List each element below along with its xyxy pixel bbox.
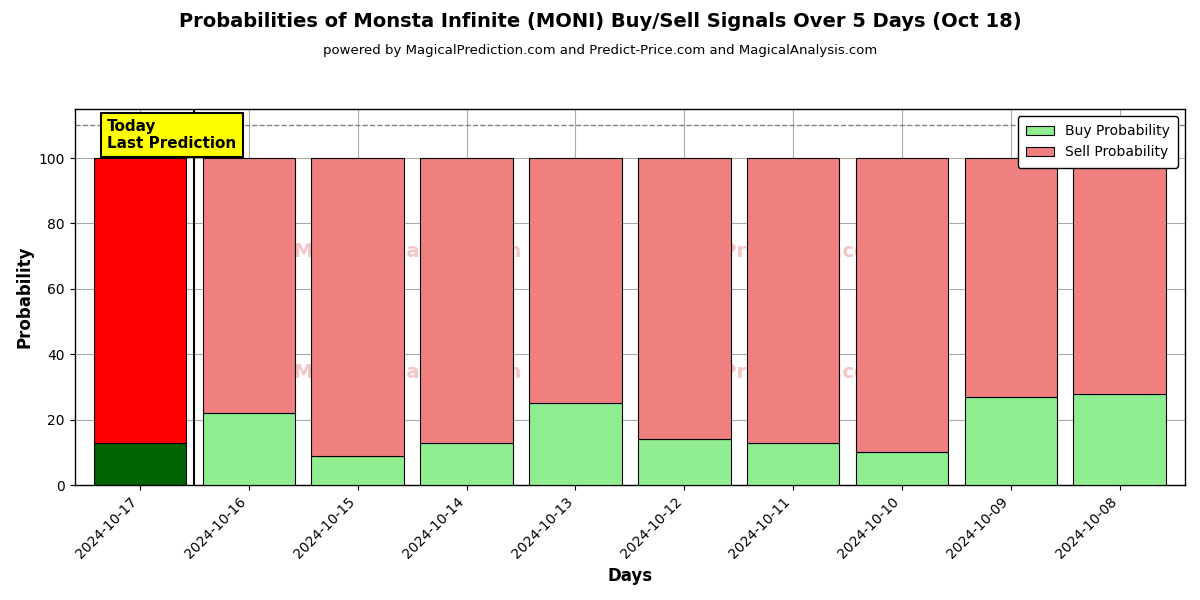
Bar [965,158,1057,397]
Text: MagicalAnalysis.com: MagicalAnalysis.com [294,363,522,382]
Bar [203,413,295,485]
Bar [638,158,731,439]
Bar [94,158,186,443]
Text: MagicalPrediction.com: MagicalPrediction.com [638,363,888,382]
Bar [529,158,622,403]
Bar [965,397,1057,485]
Bar [312,158,404,456]
Bar [203,158,295,413]
Bar [856,158,948,452]
Legend: Buy Probability, Sell Probability: Buy Probability, Sell Probability [1018,116,1178,167]
Bar [529,403,622,485]
Text: MagicalPrediction.com: MagicalPrediction.com [638,242,888,262]
Y-axis label: Probability: Probability [16,246,34,349]
X-axis label: Days: Days [607,567,653,585]
Bar [746,158,839,443]
Bar [312,456,404,485]
Bar [94,443,186,485]
Bar [746,443,839,485]
Bar [420,158,512,443]
Text: Probabilities of Monsta Infinite (MONI) Buy/Sell Signals Over 5 Days (Oct 18): Probabilities of Monsta Infinite (MONI) … [179,12,1021,31]
Text: powered by MagicalPrediction.com and Predict-Price.com and MagicalAnalysis.com: powered by MagicalPrediction.com and Pre… [323,44,877,57]
Text: Today
Last Prediction: Today Last Prediction [107,119,236,151]
Bar [420,443,512,485]
Bar [638,439,731,485]
Bar [1074,394,1166,485]
Text: MagicalAnalysis.com: MagicalAnalysis.com [294,242,522,262]
Bar [856,452,948,485]
Bar [1074,158,1166,394]
